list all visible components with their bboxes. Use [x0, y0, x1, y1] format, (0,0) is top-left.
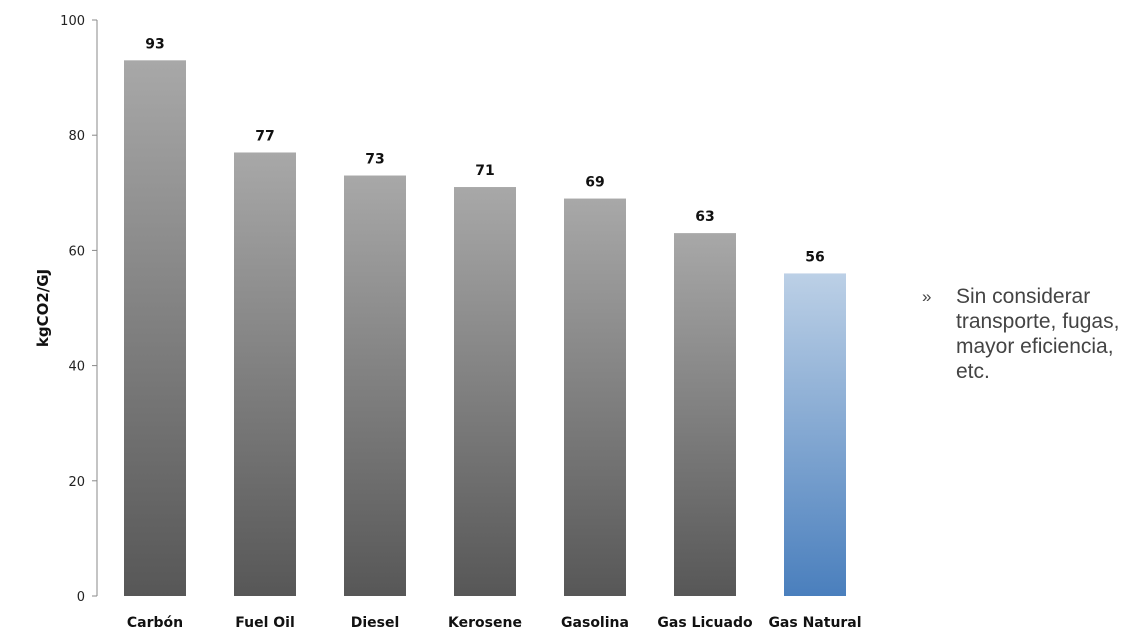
- data-label: 73: [365, 152, 384, 168]
- data-label: 93: [145, 36, 164, 52]
- x-category-label: Carbón: [127, 615, 183, 631]
- y-axis-label: kgCO2/GJ: [34, 269, 52, 347]
- y-tick-label: 40: [68, 360, 85, 375]
- data-label: 77: [255, 128, 274, 144]
- y-tick-label: 80: [68, 129, 85, 144]
- x-category-label: Gasolina: [561, 615, 629, 631]
- x-category-label: Gas Natural: [768, 615, 861, 631]
- x-axis-labels: Carbón Fuel Oil Diesel Kerosene Gasolina Gas …: [127, 615, 862, 631]
- y-tick-label: 20: [68, 475, 85, 490]
- x-category-label: Kerosene: [448, 615, 522, 631]
- note-bullet: »: [922, 287, 932, 306]
- bar-diesel: [344, 175, 406, 596]
- data-label: 69: [585, 175, 604, 191]
- bar-carb-n: [124, 60, 186, 596]
- y-tick-label: 60: [68, 244, 85, 259]
- data-label: 56: [805, 249, 824, 265]
- x-category-label: Gas Licuado: [657, 615, 753, 631]
- x-category-label: Fuel Oil: [235, 615, 295, 631]
- x-category-label: Diesel: [351, 615, 400, 631]
- note-text: Sin considerar transporte, fugas, mayor …: [956, 285, 1120, 383]
- value-labels: 93 77 73 71 69 63 56: [145, 36, 824, 265]
- bar-fuel-oil: [234, 152, 296, 597]
- bar-kerosene: [454, 187, 516, 597]
- y-axis: 0 20 40 60 80 100: [60, 14, 98, 605]
- data-label: 71: [475, 163, 494, 179]
- data-label: 63: [695, 209, 714, 225]
- y-tick-label: 100: [60, 14, 85, 29]
- bar-gasolina: [564, 198, 626, 596]
- y-tick-label: 0: [77, 590, 85, 605]
- bar-gas-licuado: [674, 233, 736, 596]
- bar-gas-natural: [784, 273, 846, 596]
- bars: [124, 60, 846, 597]
